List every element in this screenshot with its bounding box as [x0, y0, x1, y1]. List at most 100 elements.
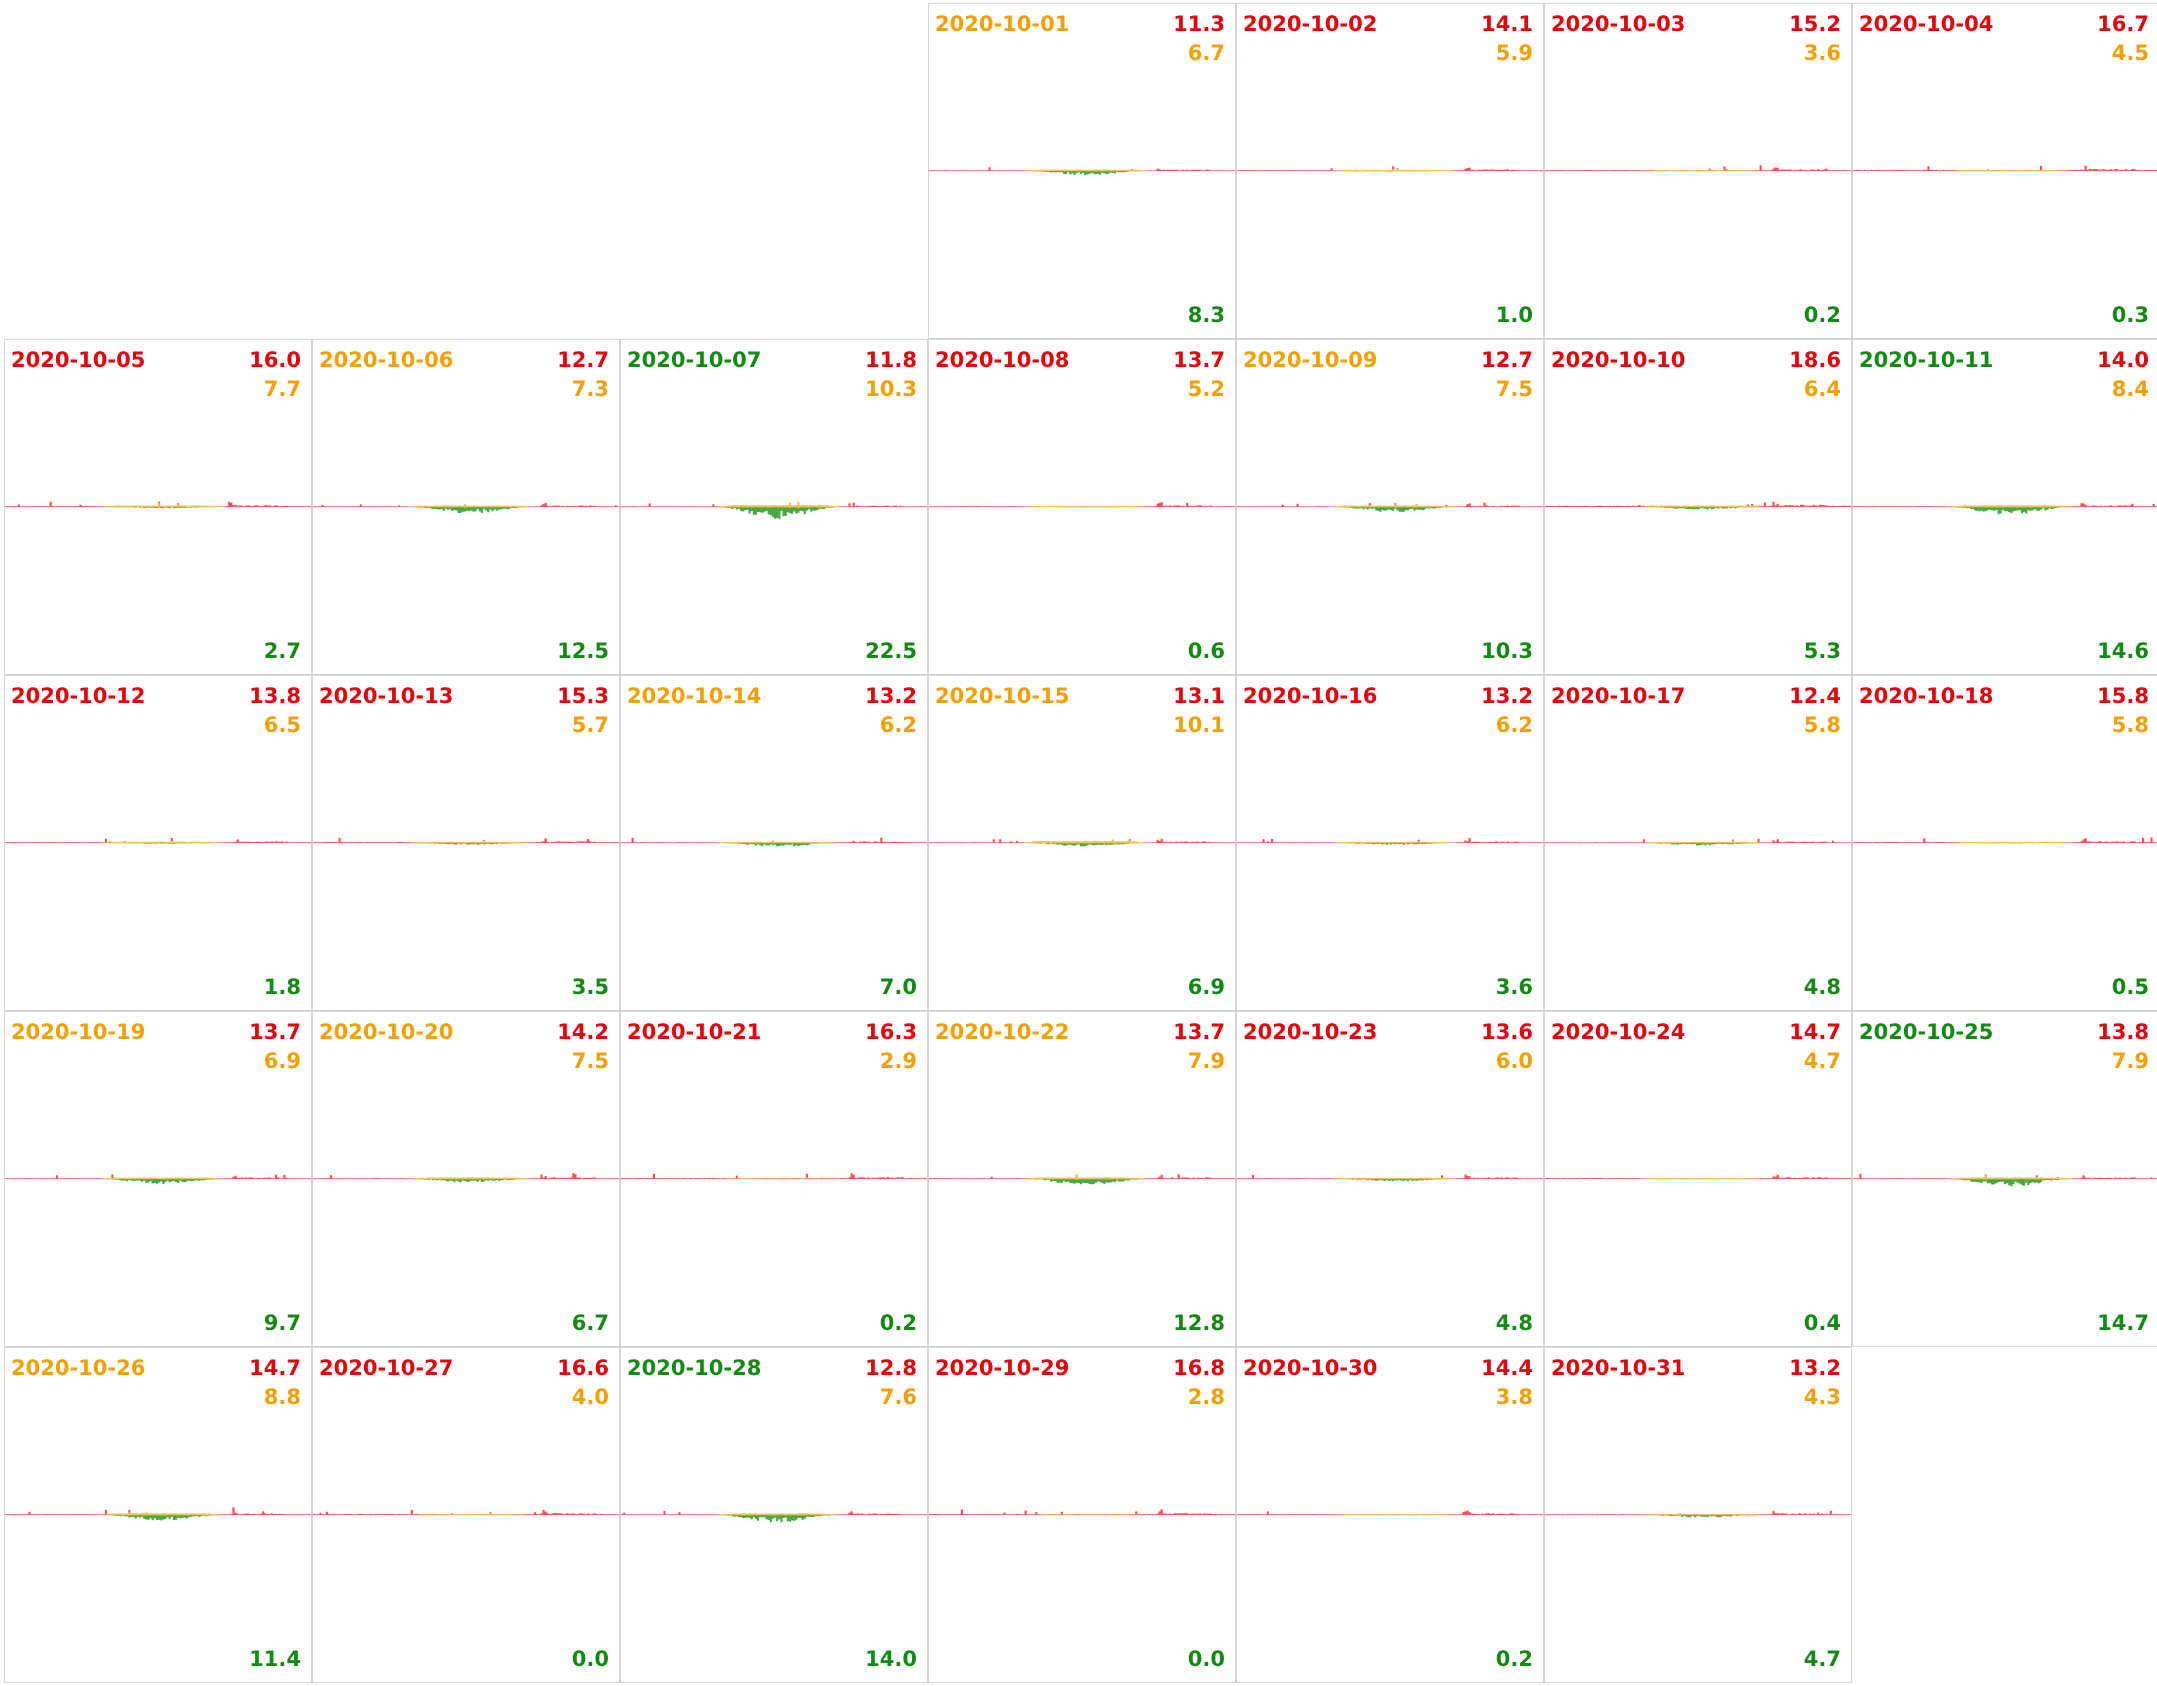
day-cell: 2020-10-10 18.6 6.4 5.3 [1544, 339, 1852, 675]
day-profile-chart [929, 502, 1235, 508]
day-profile-chart [1237, 1510, 1543, 1516]
production-area [1545, 1515, 1851, 1518]
day-profile-chart [5, 838, 311, 844]
production-total-label: 2.7 [263, 639, 301, 663]
consumption-total-label: 13.2 [865, 684, 917, 708]
consumption-area [5, 838, 311, 843]
consumption-area [5, 1507, 311, 1515]
day-cell: 2020-10-11 14.0 8.4 14.6 [1852, 339, 2157, 675]
self-consumption-area [621, 1177, 927, 1179]
self-consumption-area [1237, 1514, 1543, 1515]
consumption-total-label: 11.8 [865, 348, 917, 372]
day-profile-chart [1545, 1174, 1851, 1180]
consumption-area [313, 1173, 619, 1179]
day-profile-chart [929, 167, 1235, 176]
consumption-area [1237, 166, 1543, 171]
consumption-total-label: 16.7 [2097, 12, 2149, 36]
self-consumption-area [929, 1174, 1235, 1179]
day-date-label: 2020-10-10 [1551, 348, 1686, 372]
self-consumption-total-label: 10.1 [1173, 713, 1225, 737]
self-consumption-area [1853, 1175, 2157, 1179]
day-cell: 2020-10-16 13.2 6.2 3.6 [1236, 675, 1544, 1011]
day-date-label: 2020-10-23 [1243, 1020, 1378, 1044]
self-consumption-total-label: 6.5 [263, 713, 301, 737]
self-consumption-total-label: 6.7 [1187, 41, 1225, 65]
day-profile-chart [313, 502, 619, 513]
self-consumption-total-label: 7.6 [879, 1385, 917, 1409]
day-cell: 2020-10-20 14.2 7.5 6.7 [312, 1011, 620, 1347]
production-total-label: 5.3 [1803, 639, 1841, 663]
self-consumption-area [313, 840, 619, 843]
production-area [929, 1179, 1235, 1185]
day-profile-chart [621, 1510, 927, 1523]
production-area [929, 843, 1235, 847]
day-date-label: 2020-10-02 [1243, 12, 1378, 36]
self-consumption-total-label: 5.8 [1803, 713, 1841, 737]
consumption-area [929, 167, 1235, 171]
production-area [1237, 1179, 1543, 1182]
day-date-label: 2020-10-19 [11, 1020, 146, 1044]
self-consumption-area [929, 1514, 1235, 1515]
day-date-label: 2020-10-30 [1243, 1356, 1378, 1380]
self-consumption-area [1237, 841, 1543, 843]
production-area [1853, 1179, 2157, 1187]
self-consumption-total-label: 5.2 [1187, 377, 1225, 401]
self-consumption-total-label: 6.0 [1495, 1049, 1533, 1073]
consumption-total-label: 14.7 [249, 1356, 301, 1380]
production-area [5, 1179, 311, 1185]
self-consumption-below-area [929, 843, 1235, 844]
consumption-area [1237, 1510, 1543, 1515]
day-cell: 2020-10-27 16.6 4.0 0.0 [312, 1347, 620, 1683]
day-cell: 2020-10-05 16.0 7.7 2.7 [4, 339, 312, 675]
production-total-label: 7.0 [879, 975, 917, 999]
day-date-label: 2020-10-21 [627, 1020, 762, 1044]
consumption-area [929, 1174, 1235, 1179]
day-cell: 2020-10-28 12.8 7.6 14.0 [620, 1347, 928, 1683]
consumption-total-label: 11.3 [1173, 12, 1225, 36]
self-consumption-area [1545, 169, 1851, 171]
self-consumption-total-label: 6.9 [263, 1049, 301, 1073]
day-date-label: 2020-10-06 [319, 348, 454, 372]
self-consumption-total-label: 7.7 [263, 377, 301, 401]
day-date-label: 2020-10-29 [935, 1356, 1070, 1380]
self-consumption-area [313, 1177, 619, 1179]
self-consumption-below-area [929, 1179, 1235, 1180]
consumption-total-label: 18.6 [1789, 348, 1841, 372]
self-consumption-area [1545, 505, 1851, 507]
consumption-total-label: 13.2 [1481, 684, 1533, 708]
consumption-area [929, 502, 1235, 507]
day-cell: 2020-10-26 14.7 8.8 11.4 [4, 1347, 312, 1683]
day-cell: 2020-10-17 12.4 5.8 4.8 [1544, 675, 1852, 1011]
consumption-total-label: 13.7 [1173, 1020, 1225, 1044]
self-consumption-below-area [313, 507, 619, 508]
self-consumption-total-label: 4.7 [1803, 1049, 1841, 1073]
production-total-label: 14.6 [2097, 639, 2149, 663]
day-date-label: 2020-10-15 [935, 684, 1070, 708]
self-consumption-area [5, 503, 311, 507]
production-area [1237, 507, 1543, 512]
day-profile-chart [1237, 838, 1543, 845]
consumption-total-label: 12.7 [1481, 348, 1533, 372]
self-consumption-total-label: 6.2 [879, 713, 917, 737]
consumption-area [621, 502, 927, 507]
consumption-total-label: 15.2 [1789, 12, 1841, 36]
self-consumption-area [1545, 1513, 1851, 1515]
day-profile-chart [929, 838, 1235, 847]
day-profile-chart [929, 1509, 1235, 1516]
self-consumption-area [929, 839, 1235, 843]
production-area [1853, 507, 2157, 515]
consumption-total-label: 12.7 [557, 348, 609, 372]
self-consumption-below-area [1853, 507, 2157, 508]
consumption-area [1545, 1174, 1851, 1179]
self-consumption-total-label: 10.3 [865, 377, 917, 401]
consumption-total-label: 13.8 [249, 684, 301, 708]
production-total-label: 8.3 [1187, 303, 1225, 327]
production-area [1237, 843, 1543, 845]
day-cell: 2020-10-15 13.1 10.1 6.9 [928, 675, 1236, 1011]
self-consumption-below-area [1545, 843, 1851, 844]
day-date-label: 2020-10-24 [1551, 1020, 1686, 1044]
production-total-label: 10.3 [1481, 639, 1533, 663]
self-consumption-area [621, 501, 927, 507]
day-cell: 2020-10-22 13.7 7.9 12.8 [928, 1011, 1236, 1347]
production-total-label: 0.4 [1803, 1311, 1841, 1335]
